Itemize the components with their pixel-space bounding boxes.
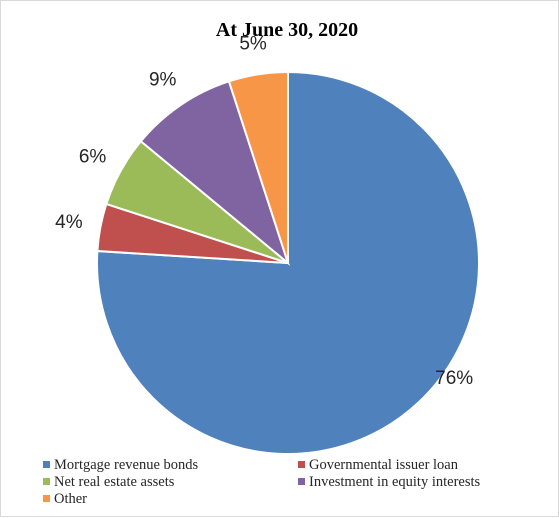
legend-label-net-real-estate-assets: Net real estate assets: [54, 474, 175, 490]
pie-slice-investment-in-equity-interests: [139, 80, 291, 266]
data-label-other: 5%: [239, 34, 267, 55]
legend-swatch-governmental-issuer-loan: [298, 461, 305, 468]
legend-label-investment-in-equity-interests: Investment in equity interests: [309, 474, 481, 490]
legend-label-governmental-issuer-loan: Governmental issuer loan: [309, 457, 459, 473]
data-label-mortgage-revenue-bonds: 76%: [435, 368, 473, 389]
pie-slice-other: [227, 70, 289, 264]
data-label-net-real-estate-assets: 6%: [79, 147, 107, 168]
legend-swatch-mortgage-revenue-bonds: [43, 461, 50, 468]
legend-swatch-investment-in-equity-interests: [298, 478, 305, 485]
data-label-investment-in-equity-interests: 9%: [149, 70, 177, 91]
legend-label-other: Other: [54, 491, 87, 507]
legend-label-mortgage-revenue-bonds: Mortgage revenue bonds: [54, 457, 199, 473]
pie-slices: [96, 70, 480, 455]
chart-title: At June 30, 2020: [216, 19, 358, 41]
data-label-governmental-issuer-loan: 4%: [55, 212, 83, 233]
chart-legend: Mortgage revenue bonds Governmental issue…: [43, 457, 481, 507]
legend-swatch-other: [43, 495, 50, 502]
legend-swatch-net-real-estate-assets: [43, 478, 50, 485]
pie-slice-mortgage-revenue-bonds: [96, 70, 480, 455]
pie-data-labels: 76% 4% 6% 9% 5%: [55, 34, 473, 389]
